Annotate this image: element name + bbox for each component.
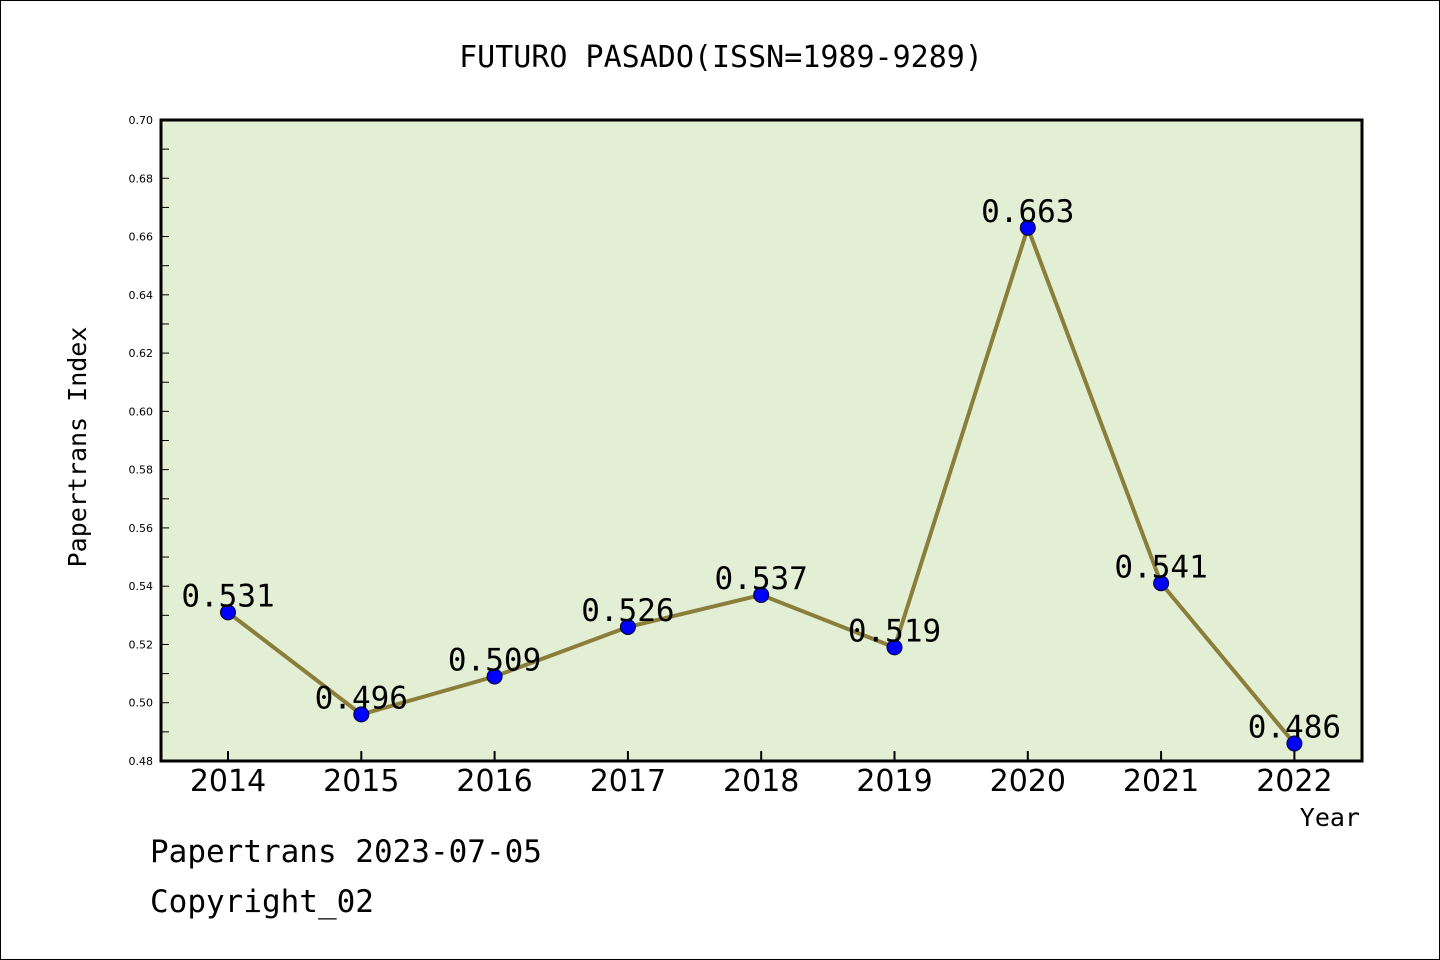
y-tick-label: 0.64 [129, 289, 154, 302]
y-tick-label: 0.58 [129, 464, 154, 477]
x-tick-label: 2021 [1123, 764, 1199, 799]
y-tick-label: 0.52 [129, 638, 154, 651]
data-point [1153, 575, 1170, 592]
data-label: 0.526 [581, 593, 674, 629]
y-tick-label: 0.54 [129, 580, 154, 593]
x-tick-label: 2019 [856, 764, 932, 799]
y-tick-label: 0.66 [129, 231, 154, 244]
data-label: 0.509 [448, 643, 541, 679]
data-label: 0.519 [848, 613, 941, 649]
data-point [1019, 219, 1036, 236]
data-label: 0.496 [315, 680, 408, 716]
x-tick-label: 2017 [590, 764, 666, 799]
data-point [886, 639, 903, 656]
y-tick-label: 0.50 [129, 697, 154, 710]
data-point [220, 604, 236, 621]
x-axis-label: Year [1300, 803, 1360, 832]
x-tick-label: 2018 [723, 764, 799, 799]
data-point [753, 586, 770, 603]
x-tick-label: 2016 [456, 764, 532, 799]
footer-date: Papertrans 2023-07-05 [150, 834, 542, 870]
data-label: 0.537 [715, 561, 808, 597]
y-tick-label: 0.70 [129, 114, 154, 127]
y-tick-label: 0.68 [129, 172, 154, 185]
data-point [486, 668, 503, 685]
data-label: 0.663 [981, 194, 1074, 230]
x-tick-label: 2020 [990, 764, 1066, 799]
data-label: 0.541 [1114, 549, 1207, 585]
y-axis: 0.48 0.50 0.52 0.54 0.56 0.58 0.60 0.62 0.64 0.66… [129, 114, 169, 768]
y-tick-label: 0.48 [129, 755, 154, 768]
data-point [1286, 735, 1303, 752]
data-point [353, 706, 370, 723]
chart-title: FUTURO PASADO(ISSN=1989-9289) [459, 40, 983, 75]
y-tick-label: 0.62 [129, 347, 154, 360]
series-group: 0.531 0.496 0.509 0.526 0.537 0.519 0.663 0.541… [181, 194, 1341, 752]
footer-copyright: Copyright_02 [150, 884, 374, 920]
x-tick-label: 2014 [190, 764, 266, 799]
x-tick-label: 2015 [323, 764, 399, 799]
x-axis: 2014 2015 2016 2017 2018 2019 2020 2021 2022 [190, 751, 1333, 799]
plot-area [159, 118, 1364, 763]
data-label: 0.531 [181, 578, 274, 614]
data-point [619, 618, 636, 635]
x-tick-label: 2022 [1256, 764, 1332, 799]
y-tick-label: 0.60 [129, 405, 154, 418]
data-label: 0.486 [1248, 710, 1341, 746]
y-tick-label: 0.56 [129, 522, 154, 535]
y-axis-label: Papertrans Index [63, 327, 92, 568]
